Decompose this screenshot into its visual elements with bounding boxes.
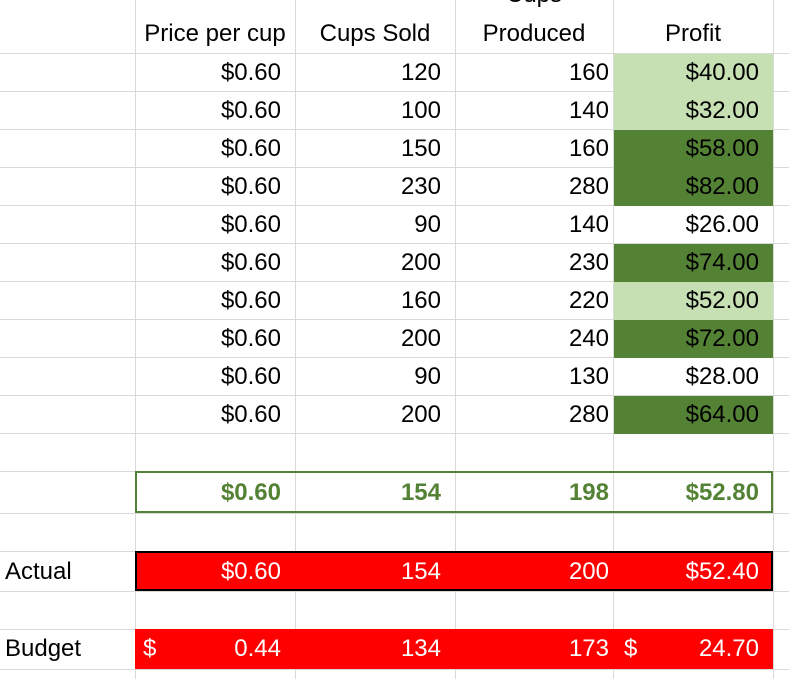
budget-label[interactable]: Budget xyxy=(5,635,82,662)
gridline xyxy=(0,669,789,670)
cups-sold-cell[interactable]: 90 xyxy=(414,211,441,238)
cups-sold-cell[interactable]: 90 xyxy=(414,363,441,390)
average-profit-cell[interactable]: $52.80 xyxy=(685,479,759,506)
gridline xyxy=(0,395,789,396)
cups-produced-cell[interactable]: 140 xyxy=(568,97,609,124)
gridline xyxy=(455,0,456,679)
price-cell[interactable]: $0.60 xyxy=(220,135,281,162)
budget-cups-sold-cell[interactable]: 134 xyxy=(400,635,441,662)
gridline xyxy=(0,53,789,54)
price-cell[interactable]: $0.60 xyxy=(220,401,281,428)
gridline xyxy=(0,129,789,130)
cups-sold-cell[interactable]: 200 xyxy=(400,401,441,428)
profit-cell[interactable]: $74.00 xyxy=(614,244,773,282)
average-cups-produced-cell[interactable]: 198 xyxy=(568,479,609,506)
gridline xyxy=(613,0,614,679)
cups-sold-cell[interactable]: 100 xyxy=(400,97,441,124)
gridline xyxy=(0,243,789,244)
actual-cups-sold-cell[interactable]: 154 xyxy=(400,558,441,585)
profit-cell[interactable]: $40.00 xyxy=(614,54,773,92)
budget-profit-currency: $ xyxy=(624,635,638,662)
header-cups-top: Cups xyxy=(455,0,613,14)
actual-price-cell[interactable]: $0.60 xyxy=(220,558,281,585)
gridline xyxy=(773,0,774,679)
gridline xyxy=(0,591,789,592)
price-cell[interactable]: $0.60 xyxy=(220,325,281,352)
gridline xyxy=(0,357,789,358)
cups-produced-cell[interactable]: 240 xyxy=(568,325,609,352)
budget-profit-cell[interactable]: 24.70 xyxy=(698,635,759,662)
cups-produced-cell[interactable]: 280 xyxy=(568,173,609,200)
gridline xyxy=(0,205,789,206)
average-row-border xyxy=(135,471,773,513)
cups-sold-cell[interactable]: 230 xyxy=(400,173,441,200)
gridline xyxy=(295,0,296,679)
profit-cell[interactable]: $58.00 xyxy=(614,130,773,168)
profit-cell[interactable]: $52.00 xyxy=(614,282,773,320)
cups-sold-cell[interactable]: 150 xyxy=(400,135,441,162)
header-profit[interactable]: Profit xyxy=(664,20,721,47)
profit-cell[interactable]: $82.00 xyxy=(614,168,773,206)
budget-price-currency: $ xyxy=(143,635,157,662)
gridline xyxy=(0,433,789,434)
cups-produced-cell[interactable]: 130 xyxy=(568,363,609,390)
actual-row-highlight xyxy=(135,551,773,591)
cups-produced-cell[interactable]: 220 xyxy=(568,287,609,314)
actual-cups-produced-cell[interactable]: 200 xyxy=(568,558,609,585)
average-cups-sold-cell[interactable]: 154 xyxy=(400,479,441,506)
cups-produced-cell[interactable]: 160 xyxy=(568,135,609,162)
price-cell[interactable]: $0.60 xyxy=(220,363,281,390)
profit-cell[interactable]: $64.00 xyxy=(614,396,773,434)
budget-price-cell[interactable]: 0.44 xyxy=(234,635,281,662)
gridline xyxy=(0,513,789,514)
budget-row-highlight xyxy=(135,629,773,669)
header-cups-produced[interactable]: Produced xyxy=(482,20,586,47)
actual-profit-cell[interactable]: $52.40 xyxy=(685,558,759,585)
gridline xyxy=(135,0,136,679)
cups-produced-cell[interactable]: 280 xyxy=(568,401,609,428)
price-cell[interactable]: $0.60 xyxy=(220,59,281,86)
cups-produced-cell[interactable]: 160 xyxy=(568,59,609,86)
price-cell[interactable]: $0.60 xyxy=(220,97,281,124)
price-cell[interactable]: $0.60 xyxy=(220,173,281,200)
cups-sold-cell[interactable]: 120 xyxy=(400,59,441,86)
cups-sold-cell[interactable]: 200 xyxy=(400,325,441,352)
cups-sold-cell[interactable]: 160 xyxy=(400,287,441,314)
cups-sold-cell[interactable]: 200 xyxy=(400,249,441,276)
cups-produced-cell[interactable]: 230 xyxy=(568,249,609,276)
cups-produced-cell[interactable]: 140 xyxy=(568,211,609,238)
actual-label[interactable]: Actual xyxy=(5,558,72,585)
gridline xyxy=(0,281,789,282)
price-cell[interactable]: $0.60 xyxy=(220,287,281,314)
price-cell[interactable]: $0.60 xyxy=(220,211,281,238)
profit-cell[interactable]: $26.00 xyxy=(685,211,759,238)
gridline xyxy=(0,167,789,168)
gridline xyxy=(0,91,789,92)
profit-cell[interactable]: $28.00 xyxy=(685,363,759,390)
average-price-cell[interactable]: $0.60 xyxy=(220,479,281,506)
header-cups-sold[interactable]: Cups Sold xyxy=(319,20,431,47)
profit-cell[interactable]: $32.00 xyxy=(614,92,773,130)
budget-cups-produced-cell[interactable]: 173 xyxy=(568,635,609,662)
gridline xyxy=(0,319,789,320)
header-price-per-cup[interactable]: Price per cup xyxy=(144,20,286,47)
profit-cell[interactable]: $72.00 xyxy=(614,320,773,358)
price-cell[interactable]: $0.60 xyxy=(220,249,281,276)
